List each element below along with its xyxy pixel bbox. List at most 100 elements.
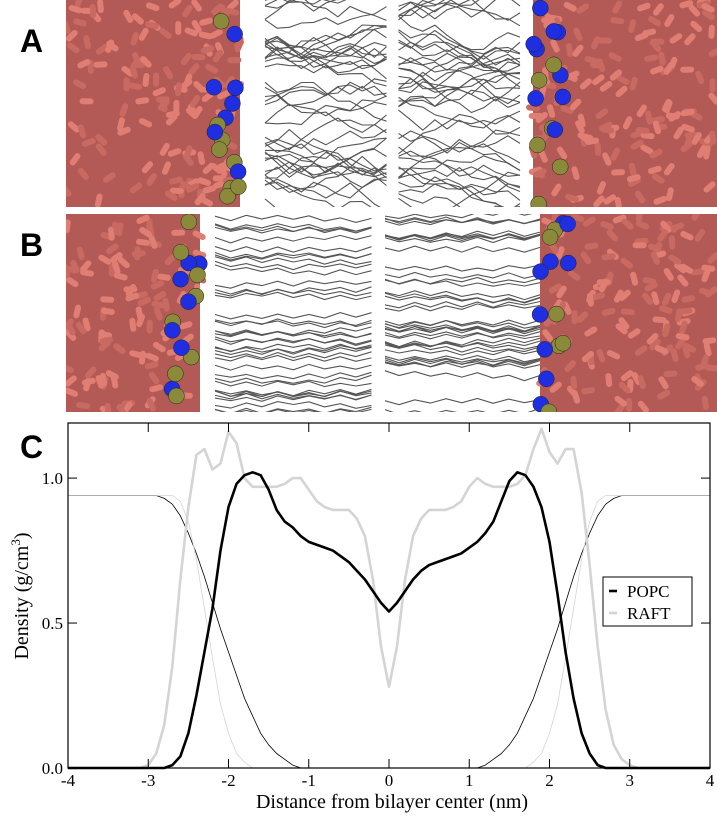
lipid-tail (214, 337, 372, 346)
water-molecule (606, 350, 621, 360)
legend-box (602, 576, 693, 627)
water-molecule (141, 161, 154, 174)
lipid-tail (214, 336, 372, 345)
lipid-tail (398, 29, 521, 67)
water-molecule (571, 166, 580, 181)
lipid-tail (398, 0, 452, 21)
water-molecule (609, 69, 622, 81)
water-molecule (683, 342, 697, 353)
water-molecule (563, 1, 577, 12)
water-molecule (668, 235, 676, 250)
water-molecule (129, 182, 143, 194)
water-molecule (626, 174, 641, 183)
water-molecule (620, 370, 634, 382)
water-molecule (85, 366, 97, 379)
headgroup (530, 195, 547, 207)
lipid-tail (383, 303, 541, 312)
water-molecule (155, 96, 170, 103)
water-molecule (650, 251, 661, 265)
water-molecule (701, 264, 716, 272)
water-molecule (616, 75, 630, 86)
headgroup (545, 56, 562, 74)
water-molecule (565, 43, 574, 58)
lipid-tail (398, 143, 521, 164)
water-molecule (653, 3, 664, 16)
lipid-tail (398, 109, 521, 131)
water-molecule (175, 21, 182, 36)
lipid-tail (214, 319, 372, 329)
lipid-tail (398, 31, 521, 73)
water-molecule (125, 292, 140, 302)
lipid-tail (214, 223, 372, 232)
water-molecule (533, 168, 547, 178)
lipid-tail (383, 300, 541, 309)
water-molecule (199, 17, 213, 26)
lipid-tail (264, 155, 387, 194)
lipid-tail (214, 406, 372, 412)
water-molecule (180, 52, 192, 66)
water-molecule (67, 121, 80, 133)
water-molecule (136, 238, 150, 246)
lipid-tail (264, 128, 387, 150)
water-molecule (612, 0, 623, 14)
lipid-tail (264, 0, 347, 7)
water-molecule (654, 345, 669, 355)
water-molecule (94, 193, 103, 207)
water-molecule (648, 165, 662, 174)
lipid-tail (398, 96, 521, 125)
water-molecule (162, 297, 170, 312)
x-tick-label: -3 (141, 771, 155, 790)
lipid-tail (383, 348, 541, 356)
water-molecule (217, 90, 231, 100)
lipid-tail (214, 401, 372, 409)
water-molecule (110, 374, 119, 389)
water-molecule (227, 57, 242, 64)
water-molecule (580, 251, 592, 265)
water-molecule (601, 253, 616, 261)
water-molecule (185, 183, 200, 193)
water-molecule (197, 177, 212, 187)
water-molecule (129, 65, 138, 79)
lipid-tail (214, 408, 372, 412)
y-axis-title: Density (g/cm3) (8, 532, 33, 659)
water-molecule (634, 32, 649, 42)
water-molecule (77, 124, 87, 139)
water-molecule (119, 103, 129, 117)
lipid-tail (398, 0, 480, 17)
water-molecule (681, 123, 695, 133)
lipid-tail (398, 0, 521, 19)
lipid-tail (398, 129, 521, 178)
water-molecule (169, 187, 184, 195)
water-molecule (621, 218, 634, 230)
lipid-tail (398, 130, 521, 153)
lipid-tail (214, 291, 372, 301)
lipid-tail (264, 111, 387, 126)
water-molecule (163, 66, 174, 80)
water-molecule (103, 172, 116, 183)
water-molecule (72, 79, 87, 90)
lipid-tail (383, 337, 541, 348)
water-molecule (549, 381, 562, 393)
headgroup (532, 263, 549, 280)
water-molecule (136, 313, 145, 328)
lipid-tail (264, 0, 340, 20)
water-molecule (161, 161, 172, 175)
water-molecule (113, 272, 128, 281)
water-molecule (590, 62, 605, 69)
lipid-tail (214, 286, 372, 297)
lipid-tail (264, 35, 387, 74)
water-molecule (680, 230, 694, 241)
lipid-tail (264, 86, 387, 122)
headgroup (538, 370, 555, 388)
water-molecule (69, 153, 81, 166)
lipid-tail (214, 280, 372, 289)
water-molecule (705, 286, 717, 298)
density-line (68, 427, 710, 770)
lipid-tail (214, 390, 372, 400)
water-molecule (620, 257, 633, 269)
water-molecule (674, 262, 687, 274)
water-molecule (708, 47, 717, 57)
water-molecule (66, 219, 71, 234)
lipid-tail (264, 179, 381, 207)
headgroup (559, 215, 576, 233)
